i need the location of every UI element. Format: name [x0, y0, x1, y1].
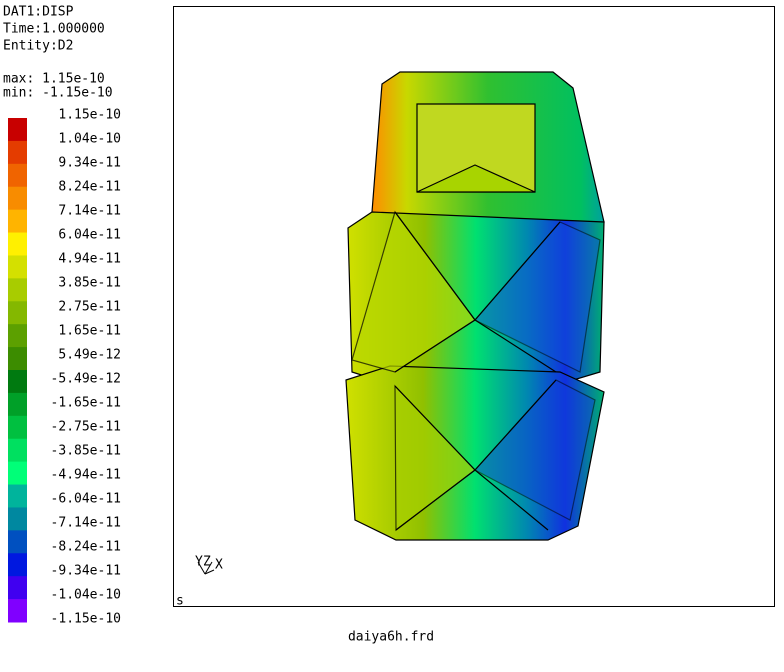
legend-swatch [8, 507, 27, 531]
legend-label: -1.04e-10 [51, 588, 121, 603]
legend-swatch [8, 301, 27, 325]
min: min: -1.15e-10 [3, 86, 113, 101]
triad-x: X [215, 558, 223, 573]
entity: Entity:D2 [3, 39, 73, 54]
time: Time:1.000000 [3, 22, 105, 37]
legend-label: -8.24e-11 [51, 540, 121, 555]
legend-label: -3.85e-11 [51, 444, 121, 459]
legend-label: -2.75e-11 [51, 420, 121, 435]
legend-swatch [8, 438, 27, 463]
legend-swatch [8, 370, 27, 394]
legend-label: 2.75e-11 [58, 300, 121, 315]
legend-swatch [8, 461, 27, 486]
legend-label: -5.49e-12 [51, 372, 121, 387]
legend-label: 9.34e-11 [58, 156, 121, 171]
legend-swatch [8, 118, 27, 142]
legend-label: 3.85e-11 [58, 276, 121, 291]
legend-label: -7.14e-11 [51, 516, 121, 531]
legend-label: 1.65e-11 [58, 324, 121, 339]
dataset: DAT1:DISP [3, 5, 74, 20]
legend-swatch [8, 530, 27, 554]
max: max: 1.15e-10 [3, 72, 105, 87]
legend-label: -1.65e-11 [51, 396, 121, 411]
legend-swatch [8, 392, 27, 417]
legend-label: 8.24e-11 [58, 180, 121, 195]
legend-swatch [8, 140, 27, 165]
filename: daiya6h.frd [348, 630, 434, 645]
legend-label: 1.04e-10 [58, 132, 121, 147]
legend-label: -4.94e-11 [51, 468, 121, 483]
legend-swatch [8, 255, 27, 279]
legend-swatch [8, 232, 27, 256]
triad-y: Y [195, 555, 203, 570]
triad-z: Z [203, 555, 211, 570]
legend-swatch [8, 553, 27, 577]
legend-label: -6.04e-11 [51, 492, 121, 507]
legend-swatch [8, 347, 27, 371]
legend-swatch [8, 163, 27, 188]
legend-swatch [8, 278, 27, 302]
legend-swatch [8, 415, 27, 440]
legend-swatch [8, 576, 27, 600]
model [345, 71, 605, 541]
legend: 1.15e-10 1.04e-10 9.34e-11 8.24e-11 7.14e-11… [8, 108, 121, 627]
legend-label: -1.15e-10 [51, 612, 121, 627]
legend-label: 5.49e-12 [58, 348, 121, 363]
legend-label: 6.04e-11 [58, 228, 121, 243]
legend-label: 7.14e-11 [58, 204, 121, 219]
legend-label: 4.94e-11 [58, 252, 121, 267]
legend-swatch [8, 209, 27, 234]
legend-swatch [8, 599, 27, 623]
corner-label: s [176, 594, 184, 609]
legend-swatch [8, 324, 27, 348]
legend-swatch [8, 484, 27, 508]
legend-label: -9.34e-11 [51, 564, 121, 579]
legend-label: 1.15e-10 [58, 108, 121, 123]
axis-triad [197, 561, 215, 575]
legend-swatch [8, 186, 27, 211]
